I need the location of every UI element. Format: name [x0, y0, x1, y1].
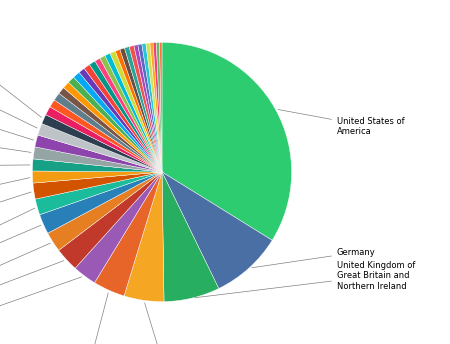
Text: Sweden: Sweden: [0, 116, 34, 140]
Wedge shape: [54, 93, 162, 172]
Wedge shape: [125, 47, 162, 172]
Wedge shape: [94, 172, 162, 296]
Wedge shape: [162, 172, 272, 289]
Wedge shape: [84, 65, 162, 172]
Wedge shape: [75, 172, 162, 283]
Text: Brazil: Brazil: [0, 208, 35, 241]
Text: Venezuela
(Bolivarian
Republic of): Venezuela (Bolivarian Republic of): [0, 41, 41, 117]
Wedge shape: [115, 50, 162, 172]
Wedge shape: [160, 42, 162, 172]
Text: India: India: [0, 243, 50, 280]
Text: Germany: Germany: [252, 248, 376, 268]
Wedge shape: [46, 107, 162, 172]
Text: China: China: [0, 277, 82, 319]
Text: United Kingdom of
Great Britain and
Northern Ireland: United Kingdom of Great Britain and Nort…: [195, 261, 415, 298]
Text: Greece: Greece: [0, 161, 30, 170]
Wedge shape: [156, 42, 162, 172]
Text: Australia: Australia: [0, 225, 41, 261]
Wedge shape: [150, 43, 162, 172]
Wedge shape: [138, 44, 162, 172]
Wedge shape: [162, 172, 219, 302]
Text: United States of
America: United States of America: [278, 109, 405, 136]
Wedge shape: [110, 51, 162, 172]
Wedge shape: [40, 172, 162, 233]
Wedge shape: [120, 48, 162, 172]
Wedge shape: [42, 115, 162, 172]
Wedge shape: [33, 172, 162, 199]
Wedge shape: [50, 100, 162, 172]
Text: Canada: Canada: [75, 293, 108, 344]
Wedge shape: [35, 135, 162, 172]
Wedge shape: [58, 172, 162, 268]
Wedge shape: [100, 56, 162, 172]
Wedge shape: [32, 159, 162, 172]
Text: Switzerland: Switzerland: [0, 87, 37, 128]
Text: France: France: [0, 261, 64, 300]
Wedge shape: [134, 45, 162, 172]
Wedge shape: [68, 77, 162, 172]
Wedge shape: [95, 58, 162, 172]
Wedge shape: [105, 53, 162, 172]
Wedge shape: [124, 172, 164, 302]
Wedge shape: [146, 43, 162, 172]
Wedge shape: [48, 172, 162, 250]
Wedge shape: [162, 42, 292, 240]
Text: Denmark: Denmark: [0, 178, 30, 196]
Wedge shape: [79, 68, 162, 172]
Wedge shape: [59, 88, 162, 172]
Wedge shape: [35, 172, 162, 215]
Text: Netherlands: Netherlands: [136, 303, 188, 344]
Wedge shape: [74, 72, 162, 172]
Text: Norway: Norway: [0, 139, 31, 152]
Wedge shape: [90, 61, 162, 172]
Wedge shape: [33, 147, 162, 172]
Wedge shape: [63, 82, 162, 172]
Wedge shape: [142, 43, 162, 172]
Wedge shape: [129, 45, 162, 172]
Wedge shape: [38, 123, 162, 172]
Wedge shape: [153, 43, 162, 172]
Wedge shape: [32, 171, 162, 183]
Text: Ireland: Ireland: [0, 192, 31, 215]
